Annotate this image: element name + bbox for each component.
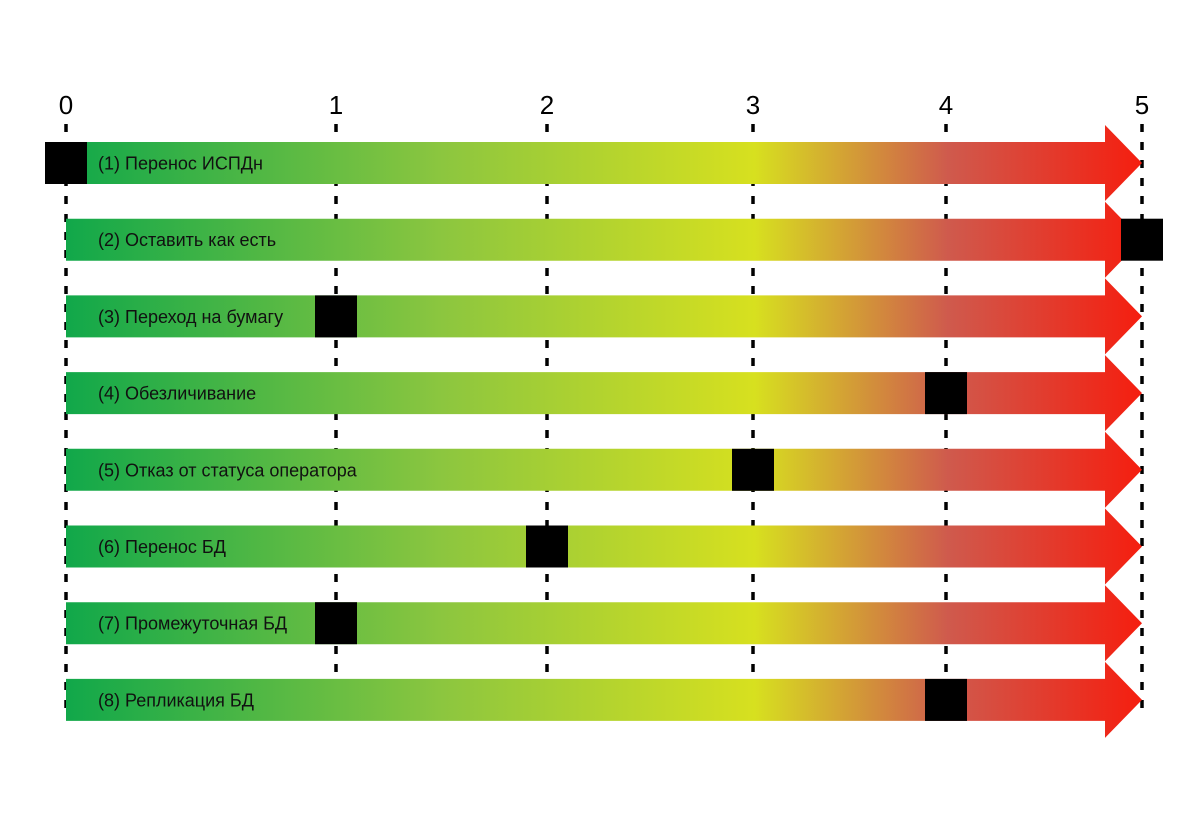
tick-labels: 0 1 2 3 4 5 [59,90,1149,120]
bar-arrow-2 [66,201,1142,278]
bar-label-1: (1) Перенос ИСПДн [98,154,263,174]
bar-label-3: (3) Переход на бумагу [98,307,283,327]
marker-8 [925,678,967,721]
marker-5 [732,448,774,491]
tick-label-2: 2 [540,90,554,120]
bar-arrow-1 [66,125,1142,201]
bar-arrow-4 [66,355,1142,432]
bar-label-2: (2) Оставить как есть [98,230,276,250]
bar-label-6: (6) Перенос БД [98,537,226,557]
bar-arrow-8 [66,661,1142,738]
bar-arrow-6 [66,508,1142,585]
bar-arrow-5 [66,431,1142,508]
bar-label-8: (8) Репликация БД [98,690,254,710]
marker-6 [526,525,568,568]
tick-label-0: 0 [59,90,73,120]
tick-label-1: 1 [329,90,343,120]
tick-label-4: 4 [939,90,953,120]
marker-3 [315,295,357,338]
marker-1 [45,142,87,184]
bar-label-7: (7) Промежуточная БД [98,614,287,634]
bar-label-4: (4) Обезличивание [98,384,256,404]
bar-label-5: (5) Отказ от статуса оператора [98,460,358,480]
bars: (1) Перенос ИСПДн (2) Оставить как есть (3… [45,125,1163,738]
tick-label-5: 5 [1135,90,1149,120]
marker-7 [315,602,357,645]
tick-label-3: 3 [746,90,760,120]
marker-2 [1121,218,1163,261]
marker-4 [925,372,967,415]
